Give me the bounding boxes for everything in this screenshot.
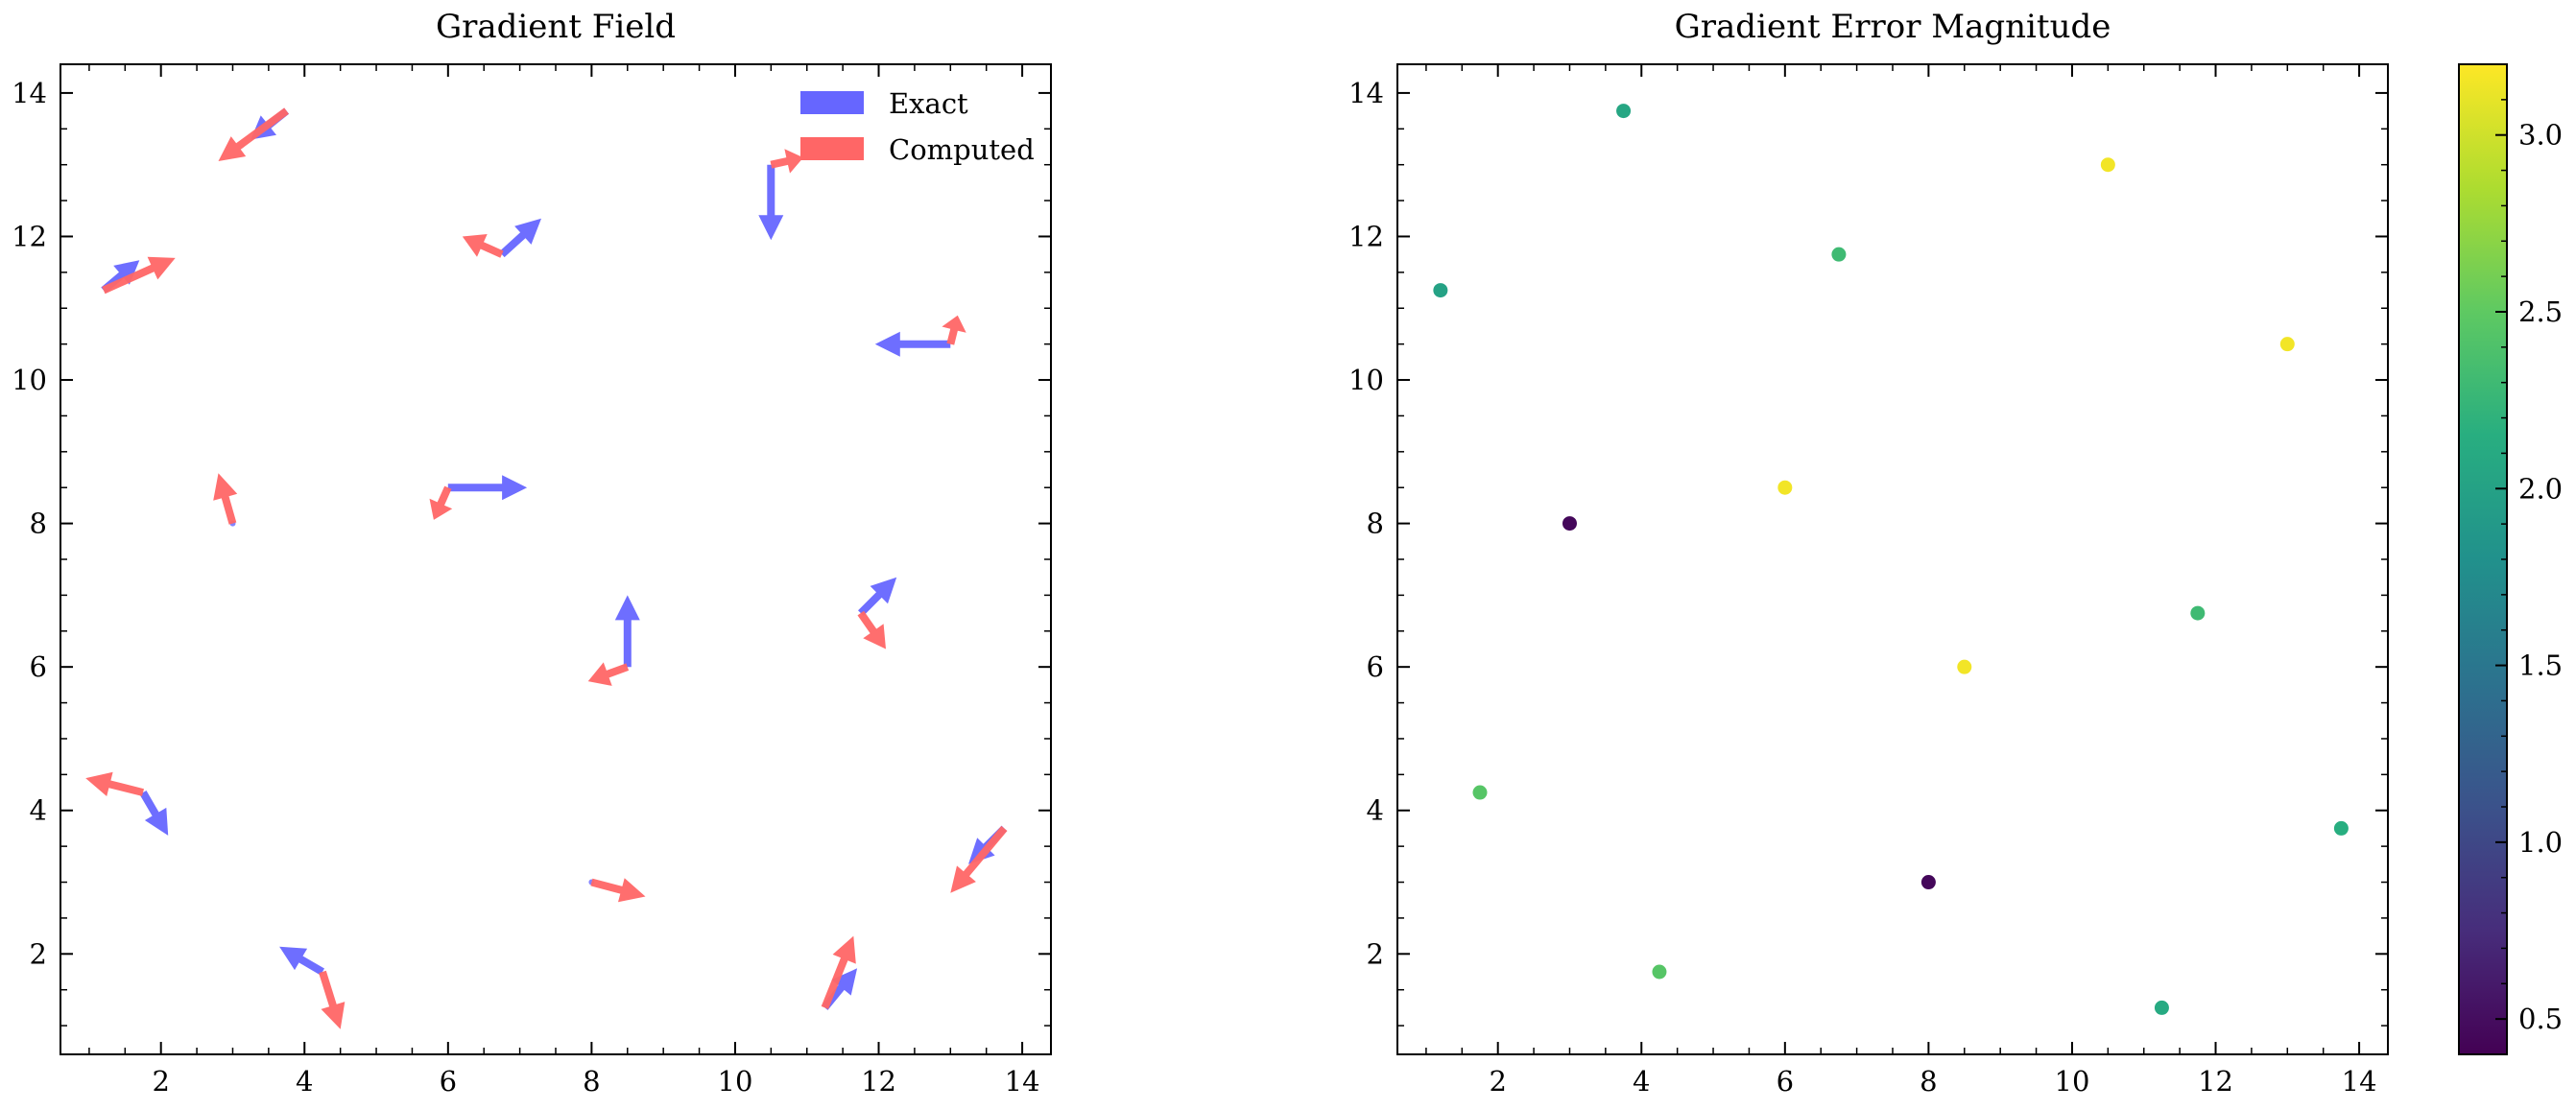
right-x-tick-label: 12 [2198,1065,2233,1098]
exact-gradient-arrow [279,946,324,976]
exact-gradient-arrow [858,577,897,616]
left-x-tick-label: 4 [296,1065,313,1098]
computed-gradient-arrow [213,473,238,525]
error-point [1652,964,1667,980]
right-x-tick-label: 8 [1920,1065,1937,1098]
legend-label-computed: Computed [889,133,1035,166]
left-chart-title: Gradient Field [436,8,676,46]
left-axis-ticks: 2 4 6 8 10 12 14 2 4 6 8 10 12 14 [12,64,1051,1098]
error-point [2333,820,2349,836]
right-y-tick-label: 12 [1348,220,1384,252]
error-point [1562,516,1577,531]
computed-gradient-arrow [102,256,176,295]
computed-gradient-arrow [942,315,966,345]
computed-gradient-arrow [857,610,886,649]
colorbar-gradient [2458,63,2508,1055]
legend: Exact Computed [800,87,1035,166]
left-x-tick-label: 12 [861,1065,896,1098]
right-y-tick-label: 6 [1367,650,1384,683]
colorbar: 0.5 1.0 1.5 2.0 2.5 3.0 [2458,63,2563,1055]
computed-gradient-arrow [590,878,646,903]
right-y-tick-label: 2 [1367,937,1384,970]
error-point [1957,659,1972,674]
legend-swatch-exact [800,91,864,114]
computed-gradient-arrow [462,234,504,258]
legend-label-exact: Exact [889,87,968,120]
computed-gradient-arrow [319,970,346,1029]
gradient-field-panel: Gradient Field 2 4 6 8 10 12 14 2 4 6 8 10 12 14 Exac… [12,8,1052,1098]
error-magnitude-panel: Gradient Error Magnitude 2 4 6 8 10 12 14 2 4 6 8 1… [1348,8,2389,1098]
error-point [2100,157,2115,173]
colorbar-ticks: 0.5 1.0 1.5 2.0 2.5 3.0 [2495,63,2563,1035]
computed-gradient-arrow [770,149,803,174]
left-y-tick-label: 8 [30,508,47,540]
left-x-tick-label: 6 [440,1065,457,1098]
left-x-tick-label: 2 [152,1065,169,1098]
error-point [1777,480,1793,495]
right-y-tick-label: 10 [1348,364,1384,396]
exact-gradient-arrow [139,791,169,836]
error-point [1831,247,1847,262]
right-axis-ticks: 2 4 6 8 10 12 14 2 4 6 8 10 12 14 [1348,64,2388,1098]
error-point [2154,1000,2169,1015]
error-point [1472,785,1488,800]
right-plot-marks [1433,104,2349,1015]
legend-swatch-computed [800,137,864,160]
left-plot-marks [85,107,1008,1029]
error-point [1433,283,1448,298]
right-y-tick-label: 14 [1348,77,1384,109]
colorbar-tick-label: 1.5 [2518,649,2563,682]
right-y-tick-label: 8 [1367,508,1384,540]
left-x-tick-label: 10 [718,1065,753,1098]
right-y-tick-label: 4 [1367,794,1384,827]
left-y-tick-label: 12 [12,220,47,252]
colorbar-tick-label: 1.0 [2518,826,2563,859]
exact-gradient-arrow [874,331,951,357]
right-x-tick-label: 6 [1777,1065,1794,1098]
right-x-tick-label: 2 [1489,1065,1506,1098]
right-x-tick-label: 4 [1633,1065,1650,1098]
right-x-tick-label: 14 [2342,1065,2377,1098]
computed-gradient-arrow [821,935,856,1009]
colorbar-tick-label: 2.5 [2518,295,2563,328]
computed-gradient-arrow [429,485,453,520]
error-point [2190,605,2206,621]
right-x-tick-label: 10 [2055,1065,2090,1098]
exact-gradient-arrow [499,218,541,258]
left-y-tick-label: 2 [30,937,47,970]
left-y-tick-label: 14 [12,77,47,109]
exact-gradient-arrow [758,164,784,241]
colorbar-tick-label: 0.5 [2518,1003,2563,1035]
computed-gradient-arrow [218,107,289,161]
computed-gradient-arrow [950,825,1008,893]
left-y-tick-label: 4 [30,794,47,827]
colorbar-tick-label: 3.0 [2518,119,2563,152]
computed-gradient-arrow [587,662,630,686]
right-plot-frame [1396,63,2389,1055]
error-point [2279,337,2295,352]
left-y-tick-label: 6 [30,650,47,683]
left-y-tick-label: 10 [12,364,47,396]
left-x-tick-label: 8 [583,1065,600,1098]
exact-gradient-arrow [614,595,640,668]
left-plot-frame [60,63,1052,1055]
computed-gradient-arrow [85,771,144,796]
left-x-tick-label: 14 [1005,1065,1040,1098]
right-chart-title: Gradient Error Magnitude [1675,8,2111,46]
error-point [1616,104,1632,119]
exact-gradient-arrow [447,475,528,501]
error-point [1920,875,1936,890]
colorbar-tick-label: 2.0 [2518,472,2563,505]
